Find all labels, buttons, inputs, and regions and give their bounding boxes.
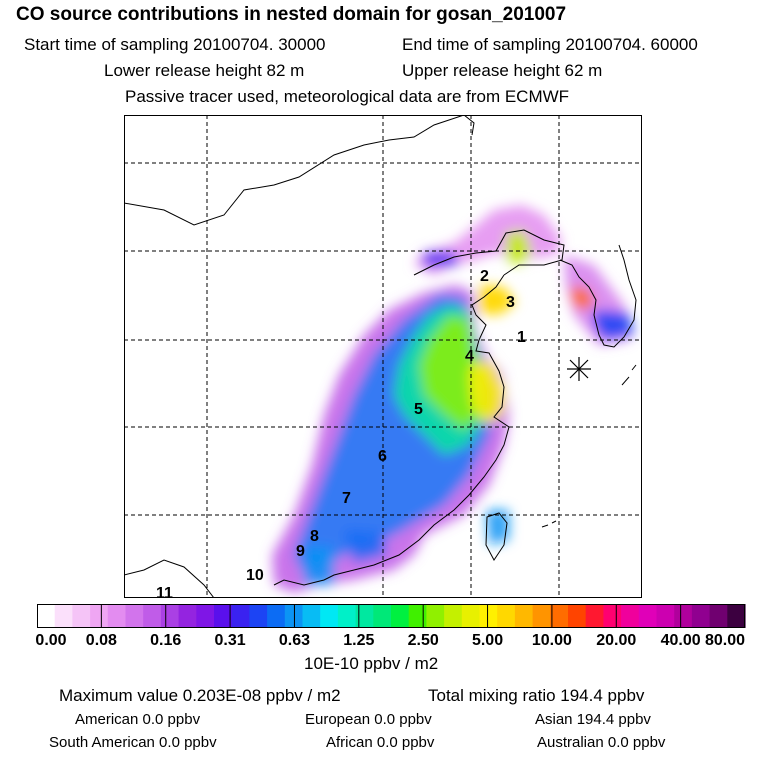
region-label-7: 7 (342, 490, 351, 507)
south-american-contribution: South American 0.0 ppbv (49, 734, 217, 751)
african-contribution: African 0.0 ppbv (326, 734, 435, 751)
colorbar-cell (355, 604, 374, 628)
colorbar-cell (373, 604, 392, 628)
colorbar-cell (568, 604, 587, 628)
colorbar-cell (54, 604, 73, 628)
asian-contribution: Asian 194.4 ppbv (535, 711, 651, 728)
colorbar-tick-label: 0.00 (35, 632, 67, 649)
colorbar-cell (621, 604, 640, 628)
colorbar-cell (302, 604, 321, 628)
end-time-label: End time of sampling 20100704. 60000 (402, 35, 698, 54)
region-label-11: 11 (156, 585, 173, 598)
region-label-9: 9 (296, 543, 305, 560)
colorbar-cell (426, 604, 445, 628)
colorbar-tick-label: 0.16 (150, 632, 182, 649)
colorbar-cell (709, 604, 728, 628)
region-label-6: 6 (378, 448, 387, 465)
region-label-10: 10 (246, 567, 264, 584)
colorbar-tick-label: 80.00 (704, 632, 746, 649)
region-label-3: 3 (506, 294, 515, 311)
colorbar-cell (214, 604, 233, 628)
coastline (124, 115, 637, 598)
region-label-4: 4 (465, 348, 474, 365)
colorbar-cell (72, 604, 91, 628)
colorbar-cell (107, 604, 127, 628)
colorbar-cell (391, 604, 410, 628)
colorbar-tick-label: 40.00 (660, 632, 701, 649)
colorbar-cell (90, 604, 109, 628)
concentration-field (272, 205, 634, 593)
colorbar-tick-label: 10.00 (531, 632, 572, 649)
colorbar-tick-label: 5.00 (471, 632, 504, 649)
australian-contribution: Australian 0.0 ppbv (537, 734, 666, 751)
colorbar-cell (585, 604, 604, 628)
region-label-5: 5 (414, 401, 423, 418)
colorbar-cell (178, 604, 197, 628)
colorbar-tick-label: 2.50 (407, 632, 439, 649)
colorbar-cell (674, 604, 693, 628)
colorbar-tick-label: 0.31 (214, 632, 246, 649)
plume-map: 1 2 3 4 5 6 7 8 9 10 11 (124, 115, 642, 598)
colorbar-cell (337, 604, 357, 628)
colorbar-cell (603, 604, 622, 628)
colorbar-cell (514, 604, 534, 628)
start-time-label: Start time of sampling 20100704. 30000 (24, 35, 326, 54)
colorbar-tick-label: 0.08 (85, 632, 117, 649)
colorbar-cell (231, 604, 250, 628)
colorbar-cell (638, 604, 658, 628)
colorbar-cell (160, 604, 180, 628)
colorbar-cell (249, 604, 268, 628)
colorbar-cell (550, 604, 569, 628)
map-frame (124, 115, 642, 598)
colorbar-cell (532, 604, 551, 628)
european-contribution: European 0.0 ppbv (305, 711, 432, 728)
colorbar-cell (320, 604, 339, 628)
colorbar-cell (444, 604, 463, 628)
colorbar-cell (461, 604, 481, 628)
region-label-8: 8 (310, 528, 319, 545)
colorbar-cell (656, 604, 675, 628)
colorbar-cell (267, 604, 286, 628)
map-title: CO source contributions in nested domain… (16, 4, 567, 25)
region-label-1: 1 (517, 329, 526, 346)
colorbar-cell (479, 604, 498, 628)
colorbar-cell (408, 604, 427, 628)
colorbar-cell (196, 604, 215, 628)
lower-release-label: Lower release height 82 m (104, 61, 305, 80)
upper-release-label: Upper release height 62 m (402, 61, 603, 80)
region-label-2: 2 (480, 268, 489, 285)
colorbar (37, 604, 746, 628)
lat-lon-grid (124, 115, 642, 598)
colorbar-tick-label: 0.63 (278, 632, 311, 649)
colorbar-cell (125, 604, 144, 628)
colorbar-cell (37, 604, 56, 628)
receptor-asterisk-marker (567, 357, 591, 381)
colorbar-tick-label: 1.25 (343, 632, 375, 649)
colorbar-units: 10E-10 ppbv / m2 (304, 654, 439, 673)
colorbar-cell (727, 604, 746, 628)
colorbar-cell (497, 604, 516, 628)
american-contribution: American 0.0 ppbv (75, 711, 201, 728)
tracer-note: Passive tracer used, meteorological data… (125, 87, 570, 106)
colorbar-cell (143, 604, 162, 628)
colorbar-tick-label: 20.00 (596, 632, 637, 649)
colorbar-cell (691, 604, 711, 628)
max-value-label: Maximum value 0.203E-08 ppbv / m2 (59, 686, 341, 705)
total-mixing-ratio-label: Total mixing ratio 194.4 ppbv (428, 686, 645, 705)
